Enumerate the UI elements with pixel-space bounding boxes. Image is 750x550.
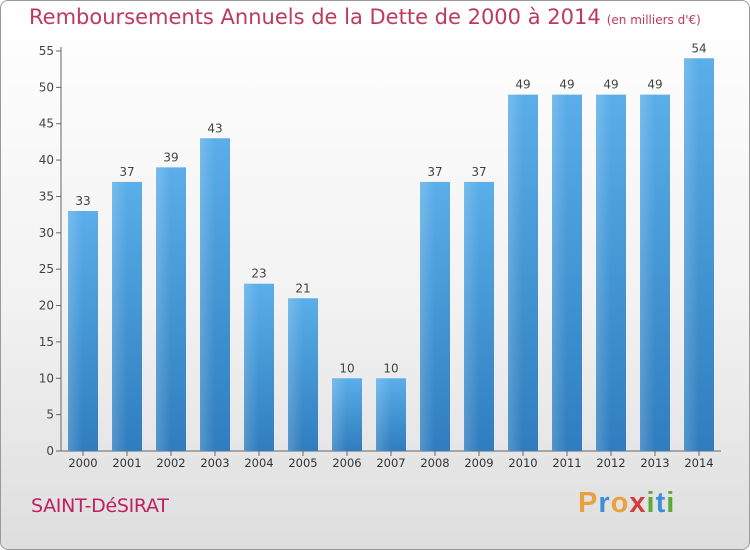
- bar-highlight: [288, 298, 303, 451]
- y-tick-label: 10: [39, 371, 54, 385]
- data-label-2005: 21: [295, 281, 310, 295]
- proxiti-logo[interactable]: Proxiti: [578, 487, 675, 520]
- x-tick-label: 2000: [68, 456, 97, 470]
- x-tick-label: 2013: [640, 456, 669, 470]
- y-tick-label: 30: [39, 226, 54, 240]
- data-label-2013: 49: [647, 78, 662, 92]
- logo-letter: r: [598, 487, 611, 519]
- data-label-2004: 23: [251, 267, 266, 281]
- data-label-2011: 49: [559, 78, 574, 92]
- data-label-2014: 54: [691, 41, 706, 55]
- bar-highlight: [376, 378, 391, 451]
- bar-highlight: [68, 211, 83, 451]
- data-label-2010: 49: [515, 78, 530, 92]
- x-tick-label: 2009: [464, 456, 493, 470]
- chart-subtitle: (en milliers d'€): [606, 13, 701, 27]
- chart-title: Remboursements Annuels de la Dette de 20…: [29, 5, 701, 29]
- x-tick-label: 2006: [332, 456, 361, 470]
- bar-highlight: [420, 181, 435, 451]
- bar-highlight: [156, 167, 171, 451]
- x-tick-label: 2005: [288, 456, 317, 470]
- axes: 0 5 10 15 20 25 30 35 40 45 50 55 2000 2001 2002 2003 20…: [39, 44, 721, 470]
- y-tick-label: 40: [39, 153, 54, 167]
- bar-highlight: [200, 138, 215, 452]
- y-tick-label: 55: [39, 44, 54, 58]
- bar-highlight: [640, 94, 655, 452]
- bar-highlight: [332, 378, 347, 451]
- x-tick-label: 2004: [244, 456, 273, 470]
- chart-title-text: Remboursements Annuels de la Dette de 20…: [29, 5, 601, 29]
- x-tick-label: 2003: [200, 456, 229, 470]
- y-tick-label: 5: [46, 408, 54, 422]
- bar-highlight: [684, 58, 699, 451]
- y-tick-label: 35: [39, 189, 54, 203]
- bars: [68, 58, 714, 452]
- logo-letter: i: [646, 487, 656, 519]
- data-label-2008: 37: [427, 165, 442, 179]
- logo-letter: t: [655, 487, 667, 519]
- bar-highlight: [464, 181, 479, 451]
- y-tick-label: 20: [39, 299, 54, 313]
- y-tick-label: 50: [39, 80, 54, 94]
- logo-letter: P: [578, 487, 599, 519]
- bar-highlight: [596, 94, 611, 452]
- x-tick-label: 2008: [420, 456, 449, 470]
- data-label-2000: 33: [75, 194, 90, 208]
- logo-letter: x: [629, 487, 647, 519]
- x-tick-label: 2010: [508, 456, 537, 470]
- logo-letter: i: [666, 487, 676, 519]
- data-label-2002: 39: [163, 150, 178, 164]
- x-tick-label: 2011: [552, 456, 581, 470]
- commune-name: SAINT-DéSIRAT: [31, 495, 169, 517]
- bar-highlight: [244, 283, 259, 451]
- data-labels: 33 37 39 43 23 21 10 10 37 37 49 49 49 49 54: [75, 41, 706, 375]
- x-tick-label: 2001: [112, 456, 141, 470]
- data-label-2001: 37: [119, 165, 134, 179]
- y-tick-label: 25: [39, 262, 54, 276]
- data-label-2006: 10: [339, 361, 354, 375]
- y-tick-label: 45: [39, 117, 54, 131]
- x-tick-label: 2012: [596, 456, 625, 470]
- x-tick-label: 2014: [684, 456, 713, 470]
- logo-letter: o: [610, 487, 630, 519]
- bar-highlight: [112, 181, 127, 451]
- data-label-2009: 37: [471, 165, 486, 179]
- data-label-2012: 49: [603, 78, 618, 92]
- x-tick-label: 2007: [376, 456, 405, 470]
- bar-highlight: [552, 94, 567, 452]
- y-tick-label: 15: [39, 335, 54, 349]
- data-label-2007: 10: [383, 361, 398, 375]
- x-tick-label: 2002: [156, 456, 185, 470]
- data-label-2003: 43: [207, 121, 222, 135]
- bar-highlight: [508, 94, 523, 452]
- y-tick-label: 0: [46, 444, 54, 458]
